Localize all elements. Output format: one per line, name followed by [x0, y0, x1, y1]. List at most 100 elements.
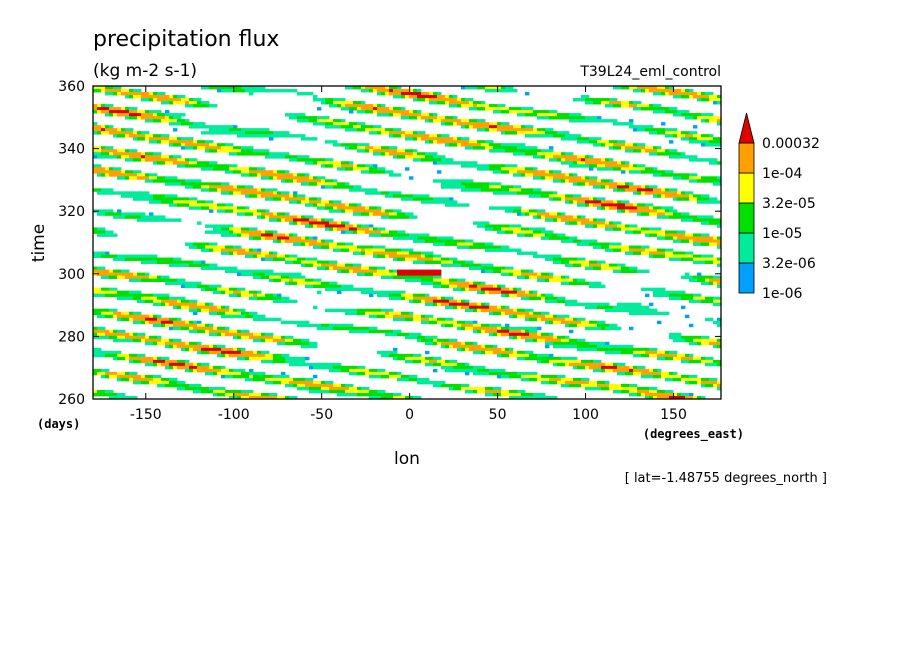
heatmap-cell	[461, 383, 470, 388]
heatmap-cell	[689, 239, 694, 243]
heatmap-cell	[557, 296, 566, 301]
heatmap-cell	[465, 125, 470, 129]
heatmap-cell	[189, 329, 198, 334]
heatmap-cell	[397, 269, 442, 273]
heatmap-cell	[317, 266, 326, 270]
heatmap-cell	[421, 254, 426, 258]
heatmap-cell	[125, 257, 174, 261]
heatmap-cell	[345, 242, 354, 246]
heatmap-cell	[705, 260, 714, 264]
heatmap-cell	[645, 89, 650, 93]
heatmap-cell	[445, 143, 450, 147]
heatmap-cell	[573, 173, 578, 177]
heatmap-cell	[221, 182, 230, 186]
heatmap-cell	[249, 173, 258, 177]
heatmap-cell	[597, 344, 634, 349]
heatmap-cell	[437, 341, 442, 346]
heatmap-cell	[129, 116, 138, 120]
heatmap-cell	[521, 272, 538, 277]
heatmap-cell	[393, 209, 402, 213]
heatmap-cell	[157, 317, 170, 322]
heatmap-cell	[465, 185, 490, 189]
heatmap-cell	[609, 242, 622, 246]
heatmap-cell	[157, 362, 162, 367]
heatmap-cell	[149, 380, 170, 385]
heatmap-cell	[405, 155, 426, 159]
heatmap-cell	[153, 194, 166, 198]
heatmap-cell	[405, 212, 414, 216]
heatmap-cell	[209, 185, 234, 189]
heatmap-cell	[153, 119, 162, 123]
heatmap-cell	[585, 176, 590, 180]
heatmap-cell	[169, 302, 198, 307]
heatmap-cell	[145, 341, 154, 346]
heatmap-cell	[265, 188, 278, 192]
heatmap-cell	[481, 302, 486, 307]
heatmap-cell	[209, 161, 218, 165]
heatmap-cell	[317, 203, 326, 207]
heatmap-cell	[393, 107, 402, 111]
heatmap-cell	[181, 182, 222, 186]
heatmap-cell	[313, 284, 342, 289]
heatmap-cell	[585, 305, 598, 310]
heatmap-cell	[129, 113, 142, 117]
heatmap-cell	[397, 86, 402, 90]
heatmap-cell	[145, 272, 150, 277]
heatmap-cell	[509, 374, 522, 379]
heatmap-cell	[597, 347, 650, 352]
heatmap-cell	[653, 254, 666, 258]
heatmap-cell	[569, 362, 606, 367]
heatmap-cell	[397, 212, 406, 216]
heatmap-cell	[501, 392, 522, 397]
heatmap-cell	[281, 353, 290, 358]
heatmap-cell	[345, 224, 354, 228]
heatmap-cell	[441, 119, 462, 123]
heatmap-cell	[433, 155, 446, 159]
heatmap-cell	[525, 290, 530, 295]
heatmap-cell	[409, 377, 418, 382]
heatmap-cell	[517, 293, 538, 298]
heatmap-cell	[689, 392, 694, 397]
heatmap-cell	[597, 140, 610, 144]
heatmap-cell	[473, 146, 486, 150]
heatmap-cell	[93, 125, 102, 129]
heatmap-cell	[185, 104, 194, 108]
heatmap-cell	[245, 194, 250, 198]
heatmap-cell	[553, 257, 578, 261]
heatmap-cell	[425, 119, 430, 123]
heatmap-cell	[521, 374, 542, 379]
heatmap-cell	[685, 251, 694, 255]
heatmap-cell	[145, 374, 154, 379]
heatmap-cell	[93, 329, 110, 334]
heatmap-cell	[461, 137, 470, 141]
heatmap-cell	[237, 134, 306, 138]
heatmap-cell	[381, 395, 394, 399]
heatmap-cell	[325, 122, 334, 126]
heatmap-cell	[425, 140, 430, 144]
heatmap-cell	[209, 188, 218, 192]
heatmap-cell	[113, 113, 118, 117]
heatmap-cell	[713, 260, 721, 264]
heatmap-cell	[357, 128, 366, 132]
heatmap-cell	[153, 134, 162, 138]
heatmap-cell	[289, 221, 294, 225]
heatmap-cell	[493, 344, 498, 349]
heatmap-cell	[305, 242, 310, 246]
heatmap-cell	[541, 374, 558, 379]
heatmap-cell	[453, 344, 482, 349]
heatmap-cell	[257, 248, 262, 252]
heatmap-cell	[369, 233, 382, 237]
heatmap-cell	[329, 281, 338, 286]
heatmap-cell	[93, 170, 122, 174]
heatmap-cell	[277, 191, 282, 195]
heatmap-cell	[261, 215, 266, 219]
heatmap-cell	[697, 215, 714, 219]
heatmap-cell	[493, 110, 502, 114]
heatmap-cell	[509, 170, 518, 174]
heatmap-cell	[425, 341, 434, 346]
heatmap-cell	[273, 239, 278, 243]
heatmap-cell	[677, 236, 714, 240]
heatmap-cell	[409, 89, 414, 93]
heatmap-cell	[133, 332, 138, 337]
heatmap-cell	[621, 161, 626, 165]
